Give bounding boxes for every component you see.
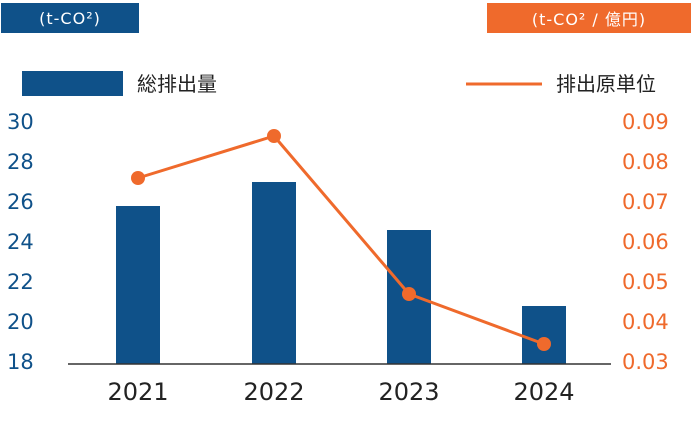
x-axis-category-label: 2024 (513, 378, 574, 406)
left-axis-tick-label: 24 (7, 230, 34, 254)
right-axis-tick-label: 0.08 (622, 150, 669, 174)
left-axis-tick-label: 26 (7, 190, 34, 214)
bar-2024 (522, 306, 566, 364)
right-axis-tick-label: 0.03 (622, 350, 669, 374)
x-axis-category-label: 2023 (378, 378, 439, 406)
right-axis-tick-label: 0.05 (622, 270, 669, 294)
right-axis-unit-label: (t-CO² / 億円) (487, 3, 691, 33)
intensity-line (137, 134, 545, 346)
x-axis-category-label: 2021 (107, 378, 168, 406)
left-axis-tick-label: 20 (7, 310, 34, 334)
left-axis-unit-label: (t-CO²) (1, 3, 139, 33)
x-axis-category-label: 2022 (243, 378, 304, 406)
line-point-2023 (402, 287, 416, 301)
left-axis-tick-label: 22 (7, 270, 34, 294)
right-axis-tick-label: 0.07 (622, 190, 669, 214)
right-axis-tick-label: 0.06 (622, 230, 669, 254)
line-point-2024 (537, 337, 551, 351)
bar-2021 (116, 206, 160, 364)
line-point-2022 (267, 129, 281, 143)
left-axis-tick-label: 28 (7, 150, 34, 174)
legend-line-label: 排出原単位 (556, 72, 656, 96)
left-axis-tick-label: 18 (7, 350, 34, 374)
left-axis-tick-label: 30 (7, 110, 34, 134)
bar-2022 (252, 182, 296, 364)
legend-bar-swatch (22, 71, 123, 96)
right-axis-tick-label: 0.09 (622, 110, 669, 134)
right-axis-tick-label: 0.04 (622, 310, 669, 334)
line-point-2021 (131, 171, 145, 185)
legend-bar-label: 総排出量 (137, 72, 217, 96)
